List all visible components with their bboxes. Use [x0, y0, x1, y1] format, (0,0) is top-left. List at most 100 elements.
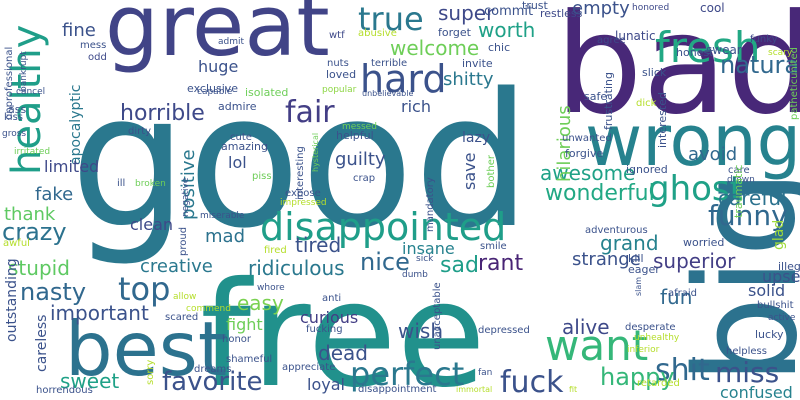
word-ill: ill [117, 178, 125, 189]
word-alive: alive [562, 315, 610, 339]
word-interested: interested [656, 92, 669, 148]
word-frustrating: frustrating [602, 72, 615, 130]
word-gross: gross [2, 129, 26, 139]
word-sweet: sweet [60, 369, 119, 393]
word-loved: loved [326, 68, 356, 81]
word-sad: sad [440, 253, 479, 278]
word-save: save [460, 153, 479, 190]
word-smile: smile [480, 241, 507, 252]
word-nuts: nuts [327, 58, 349, 69]
word-favorite: favorite [162, 367, 262, 397]
word-bad: bad [555, 0, 800, 145]
word-horrendous: horrendous [36, 385, 93, 396]
word-want: want [545, 321, 648, 370]
word-invite: invite [462, 57, 493, 70]
word-miss: miss [715, 356, 779, 389]
word-worried: worried [683, 236, 724, 249]
word-tired: tired [295, 233, 341, 257]
word-best: best [65, 305, 227, 393]
word-depressed: depressed [478, 325, 530, 336]
word-ignored: ignored [626, 163, 668, 176]
word-bankrupt: bankrupt [19, 51, 29, 92]
word-loyal: loyal [307, 375, 345, 394]
word-hilarious: hilarious [554, 105, 575, 182]
word-cute: cute [230, 132, 252, 143]
word-exclusive: exclusive [187, 82, 238, 95]
word-true: true [358, 0, 424, 38]
word-kill: kill [628, 252, 644, 265]
word-super: super [438, 1, 495, 25]
word-fit: fit [569, 385, 577, 394]
word-worth: worth [478, 18, 535, 42]
word-proud: proud [178, 227, 189, 256]
word-avoid: avoid [688, 144, 737, 165]
word-unwanted: unwanted [562, 133, 612, 144]
word-awful: awful [3, 238, 30, 249]
word-superior: superior [653, 249, 736, 273]
word-afraid: afraid [668, 288, 697, 299]
word-dead: dead [318, 341, 368, 365]
word-awesome: awesome [540, 161, 635, 185]
word-funky: funky [750, 34, 778, 45]
word-careful: careful [718, 186, 787, 210]
word-wrong: wrong [585, 100, 800, 182]
word-insane: insane [402, 239, 455, 258]
word-traumatic: traumatic [732, 165, 745, 218]
word-lucky: lucky [755, 328, 784, 341]
word-unbelievable: unbelievable [362, 89, 413, 98]
word-care: care [728, 165, 750, 176]
word-adventurous: adventurous [585, 225, 648, 236]
word-popular: popular [322, 85, 357, 95]
word-fair: fair [285, 95, 335, 130]
word-scary: scary [768, 48, 793, 58]
word-healthy: healthy [4, 25, 50, 175]
word-helpful: helpful [336, 129, 374, 142]
word-desperate: desperate [625, 322, 676, 333]
word-stupid: stupid [8, 256, 70, 280]
word-upset: upset [762, 267, 800, 286]
word-strange: strange [572, 249, 641, 270]
word-anti: anti [322, 293, 341, 304]
word-honest: honest [676, 46, 714, 59]
word-shit: shit [655, 353, 710, 388]
word-chic: chic [488, 41, 510, 54]
word-grand: grand [600, 231, 659, 255]
word-natural: natural [720, 51, 800, 79]
word-hysterical: hysterical [311, 133, 320, 172]
word-whore: whore [257, 283, 285, 293]
word-shitty: shitty [443, 69, 494, 90]
word-messed: messed [342, 122, 377, 132]
word-forget: forget [438, 26, 472, 39]
word-amazing: amazing [221, 140, 268, 153]
word-odd: odd [88, 52, 107, 63]
word-wonderful: wonderful [545, 181, 655, 206]
word-rich: rich [401, 97, 431, 116]
word-kiss: kiss [4, 112, 23, 123]
word-allow: allow [173, 292, 196, 302]
word-lunatic: lunatic [615, 29, 656, 43]
word-illegal: illegal [778, 260, 800, 273]
word-honor: honor [222, 334, 252, 345]
word-unprofessional: unprofessional [4, 47, 15, 120]
word-empty: empty [572, 0, 630, 19]
word-expose: expose [285, 188, 321, 199]
word-confused: confused [720, 383, 793, 400]
word-capable: capable [197, 87, 233, 97]
word-scared: scared [165, 312, 198, 323]
word-wtf: wtf [329, 30, 345, 41]
word-happy: happy [600, 363, 675, 391]
word-top: top [118, 270, 170, 308]
word-good: good [70, 53, 531, 269]
word-great: great [105, 0, 330, 76]
word-wish: wish [398, 319, 443, 343]
word-bullshit: bullshit [757, 300, 794, 311]
word-disappointed: disappointed [260, 205, 506, 249]
word-active: active [768, 313, 796, 323]
word-fine: fine [62, 20, 96, 41]
word-disappointment: disappointment [358, 384, 437, 395]
word-apocalyptic: apocalyptic [68, 85, 84, 165]
word-important: important [50, 301, 149, 325]
word-easy: easy [237, 291, 284, 315]
word-eager: eager [628, 263, 660, 276]
word-crazy: crazy [2, 218, 67, 246]
